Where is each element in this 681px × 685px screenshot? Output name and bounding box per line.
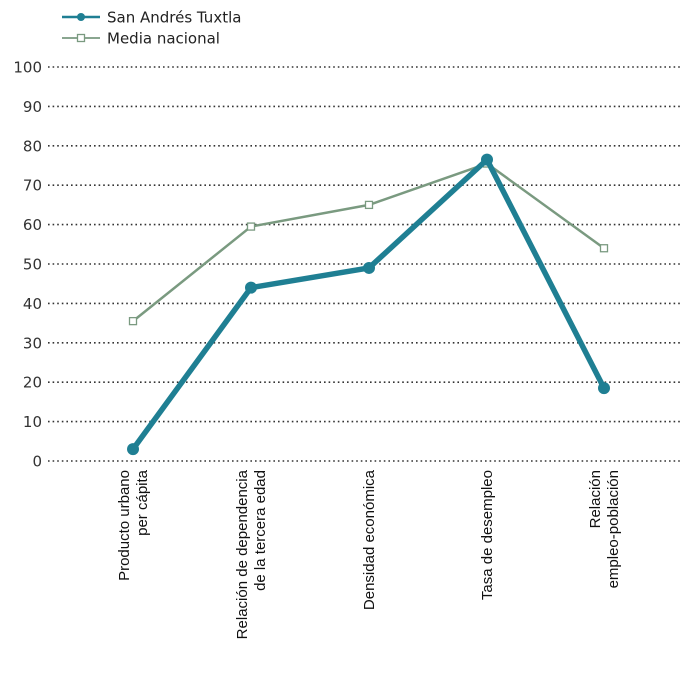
y-tick-label: 70 (23, 177, 42, 195)
x-tick-label: Densidad económica (361, 469, 378, 610)
data-point (246, 222, 256, 231)
series-line (131, 162, 606, 323)
legend-item: San Andrés Tuxtla (62, 9, 241, 27)
series-layer (127, 153, 610, 456)
x-category-label: Relación de dependencia de la tercera eda… (234, 469, 269, 639)
y-tick-label: 80 (23, 137, 42, 155)
legend-label: Media nacional (107, 30, 220, 48)
data-point (127, 443, 139, 456)
y-tick-label: 20 (23, 374, 42, 392)
x-tick-label: Relación de dependencia (234, 469, 251, 639)
x-tick-label: Tasa de desempleo (479, 470, 496, 600)
data-point (364, 200, 374, 210)
y-tick-label: 30 (23, 334, 42, 352)
x-tick-label: per cápita (134, 469, 151, 536)
y-tick-label: 40 (23, 295, 42, 313)
y-tick-label: 90 (23, 98, 42, 116)
x-tick-label: Relación (587, 470, 604, 528)
legend-marker (76, 33, 86, 43)
data-point (599, 244, 609, 253)
data-point (128, 316, 138, 326)
x-tick-label: de la tercera edad (252, 470, 269, 591)
y-tick-label: 50 (23, 256, 42, 274)
x-tick-label: Producto urbano (116, 470, 133, 581)
data-point (598, 382, 610, 395)
x-axis: Producto urbano per cápita Relación de dep… (116, 469, 622, 639)
x-tick-label: empleo-población (605, 470, 622, 588)
legend-item: Media nacional (62, 30, 220, 48)
y-tick-label: 100 (13, 59, 42, 77)
data-point (245, 281, 257, 294)
data-point (363, 261, 375, 274)
y-tick-label: 10 (23, 413, 42, 431)
legend-label: San Andrés Tuxtla (107, 9, 241, 27)
x-category-label: Relación empleo-población (587, 470, 622, 588)
y-tick-label: 0 (32, 453, 42, 471)
x-category-label: Densidad económica (361, 469, 378, 610)
series-san-andres-tuxtla (127, 153, 610, 456)
y-tick-label: 60 (23, 216, 42, 234)
data-point (481, 153, 493, 166)
legend-marker (77, 13, 85, 21)
legend: San Andrés Tuxtla Media nacional (62, 9, 241, 48)
x-category-label: Tasa de desempleo (479, 470, 496, 600)
x-category-label: Producto urbano per cápita (116, 469, 151, 581)
grid (48, 66, 680, 462)
y-axis: 0 10 20 30 40 50 60 70 80 90 100 (13, 59, 42, 471)
